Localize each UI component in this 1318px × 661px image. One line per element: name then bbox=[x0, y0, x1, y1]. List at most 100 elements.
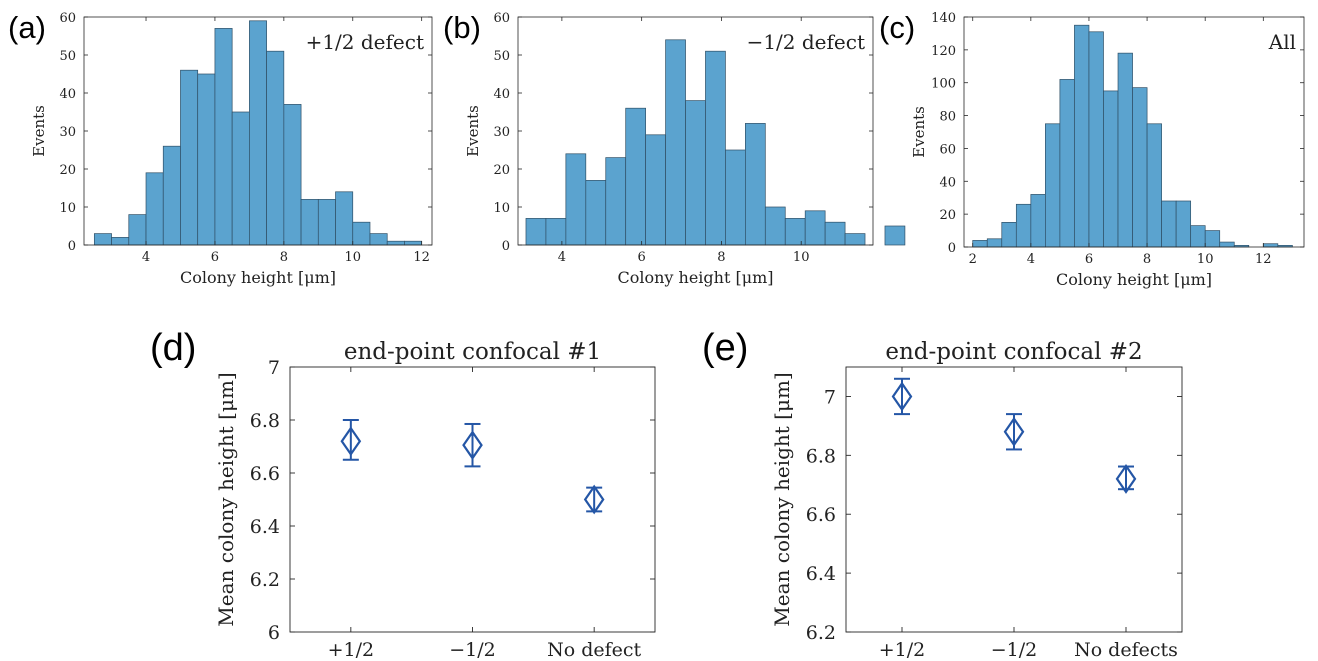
histogram-bar bbox=[128, 214, 147, 246]
histogram-bar bbox=[180, 69, 199, 246]
x-tick-label: 8 bbox=[717, 250, 725, 265]
x-axis-label: Colony height [μm] bbox=[1056, 270, 1212, 289]
histogram-bar bbox=[1103, 90, 1119, 248]
histogram-bar bbox=[1175, 200, 1192, 248]
histogram-bar bbox=[93, 233, 112, 246]
y-tick-label: 140 bbox=[931, 11, 956, 26]
x-tick-label: 8 bbox=[1143, 252, 1151, 267]
y-tick-label: 6 bbox=[268, 622, 280, 644]
panel-label: (d) bbox=[150, 327, 196, 369]
x-axis-label: Colony height [μm] bbox=[617, 268, 773, 287]
x-tick-label: −1/2 bbox=[991, 639, 1038, 661]
y-tick-label: 6.6 bbox=[806, 504, 836, 526]
y-tick-label: 40 bbox=[939, 175, 956, 190]
x-tick-label: +1/2 bbox=[879, 639, 926, 661]
histogram-bar bbox=[525, 218, 547, 246]
histogram-bar bbox=[645, 134, 666, 246]
histogram-bar bbox=[804, 210, 826, 246]
histogram-b: 4 6 8 10 0 10 20 30 40 50 60 Colony height [μm] Even… bbox=[443, 10, 906, 287]
panel-annotation: −1/2 defect bbox=[747, 30, 865, 54]
histogram-bar bbox=[884, 225, 906, 246]
data-point-diamond bbox=[340, 426, 362, 457]
data-point-diamond bbox=[462, 430, 483, 461]
histogram-bar bbox=[1219, 241, 1235, 248]
histogram-bar bbox=[545, 218, 567, 246]
y-tick-label: 7 bbox=[268, 357, 280, 379]
x-tick-label: 10 bbox=[1197, 252, 1214, 267]
y-axis-label: Events bbox=[30, 105, 48, 157]
histogram-bar bbox=[1074, 24, 1090, 248]
panel-annotation: All bbox=[1268, 30, 1296, 54]
x-tick-label: No defects bbox=[1074, 639, 1178, 661]
histogram-bar bbox=[1045, 123, 1061, 248]
y-tick-label: 20 bbox=[493, 163, 510, 178]
histogram-a: 4 6 8 10 12 0 10 20 30 40 50 60 Colony height [μm] Ev… bbox=[8, 10, 433, 287]
data-point-diamond bbox=[1003, 416, 1025, 447]
histogram-bar bbox=[1059, 79, 1075, 248]
histogram-bar bbox=[844, 233, 866, 246]
histogram-bar bbox=[283, 104, 302, 246]
histogram-bar bbox=[1262, 243, 1279, 248]
histogram-bar bbox=[1117, 52, 1133, 248]
y-tick-label: 0 bbox=[502, 239, 510, 254]
y-tick-label: 6.8 bbox=[250, 410, 280, 432]
axes-box bbox=[963, 16, 1305, 248]
y-axis-label: Mean colony height [μm] bbox=[770, 372, 794, 626]
histogram-bar bbox=[404, 240, 423, 246]
data-point-diamond bbox=[1115, 463, 1137, 494]
x-tick-label: 6 bbox=[1085, 252, 1093, 267]
histogram-bar bbox=[1132, 87, 1148, 248]
histogram-bar bbox=[725, 149, 746, 246]
y-tick-label: 6.8 bbox=[806, 445, 836, 467]
histogram-bar bbox=[1088, 31, 1104, 248]
y-tick-label: 120 bbox=[931, 44, 956, 59]
y-tick-label: 30 bbox=[59, 125, 76, 140]
y-tick-label: 40 bbox=[59, 87, 76, 102]
histogram-bar bbox=[386, 240, 405, 246]
y-tick-label: 10 bbox=[493, 201, 510, 216]
panel-annotation: +1/2 defect bbox=[306, 30, 424, 54]
panel-label: (a) bbox=[8, 10, 46, 45]
histogram-bar bbox=[972, 240, 988, 248]
histogram-bar bbox=[665, 39, 686, 246]
histogram-bar bbox=[1001, 222, 1017, 248]
y-tick-label: 6.4 bbox=[250, 516, 280, 538]
histogram-bar bbox=[111, 237, 130, 246]
data-point-diamond bbox=[583, 484, 605, 515]
histogram-bar bbox=[369, 233, 388, 246]
x-tick-label: −1/2 bbox=[449, 639, 496, 661]
y-tick-label: 6.2 bbox=[250, 569, 280, 591]
chart-title: end-point confocal #2 bbox=[885, 339, 1142, 365]
scatter-d: 6 6.2 6.4 6.6 6.8 7 +1/2 −1/2 No defect end-point… bbox=[150, 327, 656, 661]
histogram-bar bbox=[162, 145, 181, 246]
y-tick-label: 60 bbox=[59, 11, 76, 26]
y-tick-label: 30 bbox=[493, 125, 510, 140]
chart-title: end-point confocal #1 bbox=[344, 339, 601, 365]
x-tick-label: 2 bbox=[969, 252, 977, 267]
histogram-bar bbox=[145, 172, 164, 246]
histogram-bar bbox=[1204, 230, 1221, 248]
x-tick-label: 4 bbox=[142, 250, 150, 265]
y-tick-label: 6.4 bbox=[806, 563, 836, 585]
histogram-bar bbox=[565, 153, 587, 246]
histogram-bar bbox=[585, 180, 607, 246]
y-tick-label: 0 bbox=[68, 239, 76, 254]
y-tick-label: 0 bbox=[948, 241, 956, 256]
y-axis-label: Mean colony height [μm] bbox=[214, 372, 238, 626]
histogram-bar bbox=[1030, 194, 1046, 248]
y-tick-label: 10 bbox=[59, 201, 76, 216]
x-tick-label: 10 bbox=[344, 250, 361, 265]
histogram-bar bbox=[764, 206, 786, 246]
x-tick-label: 12 bbox=[413, 250, 430, 265]
histogram-bar bbox=[214, 28, 233, 246]
panel-label: (e) bbox=[702, 327, 748, 369]
histogram-bar bbox=[1190, 225, 1206, 248]
axes-box bbox=[289, 366, 656, 633]
histogram-bar bbox=[1161, 200, 1177, 248]
x-tick-label: +1/2 bbox=[328, 639, 375, 661]
y-tick-label: 50 bbox=[493, 49, 510, 64]
x-tick-label: 8 bbox=[280, 250, 288, 265]
data-point-diamond bbox=[891, 381, 913, 412]
